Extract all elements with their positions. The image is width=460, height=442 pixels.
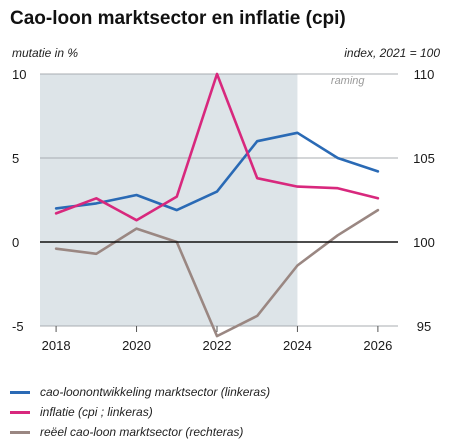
y-left-tick-label: 10 — [12, 67, 26, 82]
legend-item: cao-loonontwikkeling marktsector (linker… — [10, 382, 450, 402]
forecast-label: raming — [331, 75, 366, 87]
y-left-tick-label: 0 — [12, 235, 19, 250]
legend-swatch — [10, 390, 30, 394]
line-chart: raming -5 0 5 10 95 100 105 110 2018 2020 2022 2024 2… — [12, 67, 435, 353]
chart-title: Cao-loon marktsector en inflatie (cpi) — [10, 8, 346, 29]
y-right-tick-label: 95 — [417, 319, 431, 334]
legend-swatch — [10, 410, 30, 414]
x-tick-label: 2018 — [42, 338, 71, 353]
legend-item: inflatie (cpi ; linkeras) — [10, 402, 450, 422]
left-axis-label: mutatie in % — [12, 46, 79, 60]
legend-swatch — [10, 430, 30, 434]
forecast-region — [297, 74, 398, 326]
x-tick-label: 2022 — [203, 338, 232, 353]
series-line — [54, 72, 380, 222]
legend-label: reëel cao-loon marktsector (rechteras) — [40, 425, 244, 439]
y-left-tick-label: -5 — [12, 319, 24, 334]
y-right-tick-label: 110 — [414, 67, 435, 82]
series-line — [54, 208, 380, 338]
right-axis-label: index, 2021 = 100 — [344, 46, 440, 60]
y-right-tick-label: 100 — [413, 235, 435, 250]
x-tick-label: 2026 — [363, 338, 392, 353]
legend-label: inflatie (cpi ; linkeras) — [40, 405, 153, 419]
y-right-tick-label: 105 — [413, 151, 435, 166]
y-left-tick-label: 5 — [12, 151, 19, 166]
x-tick-label: 2024 — [283, 338, 312, 353]
legend-label: cao-loonontwikkeling marktsector (linker… — [40, 385, 271, 399]
legend-item: reëel cao-loon marktsector (rechteras) — [10, 422, 450, 442]
series-line — [54, 131, 380, 212]
chart-legend: cao-loonontwikkeling marktsector (linker… — [10, 382, 450, 442]
x-tick-label: 2020 — [122, 338, 151, 353]
